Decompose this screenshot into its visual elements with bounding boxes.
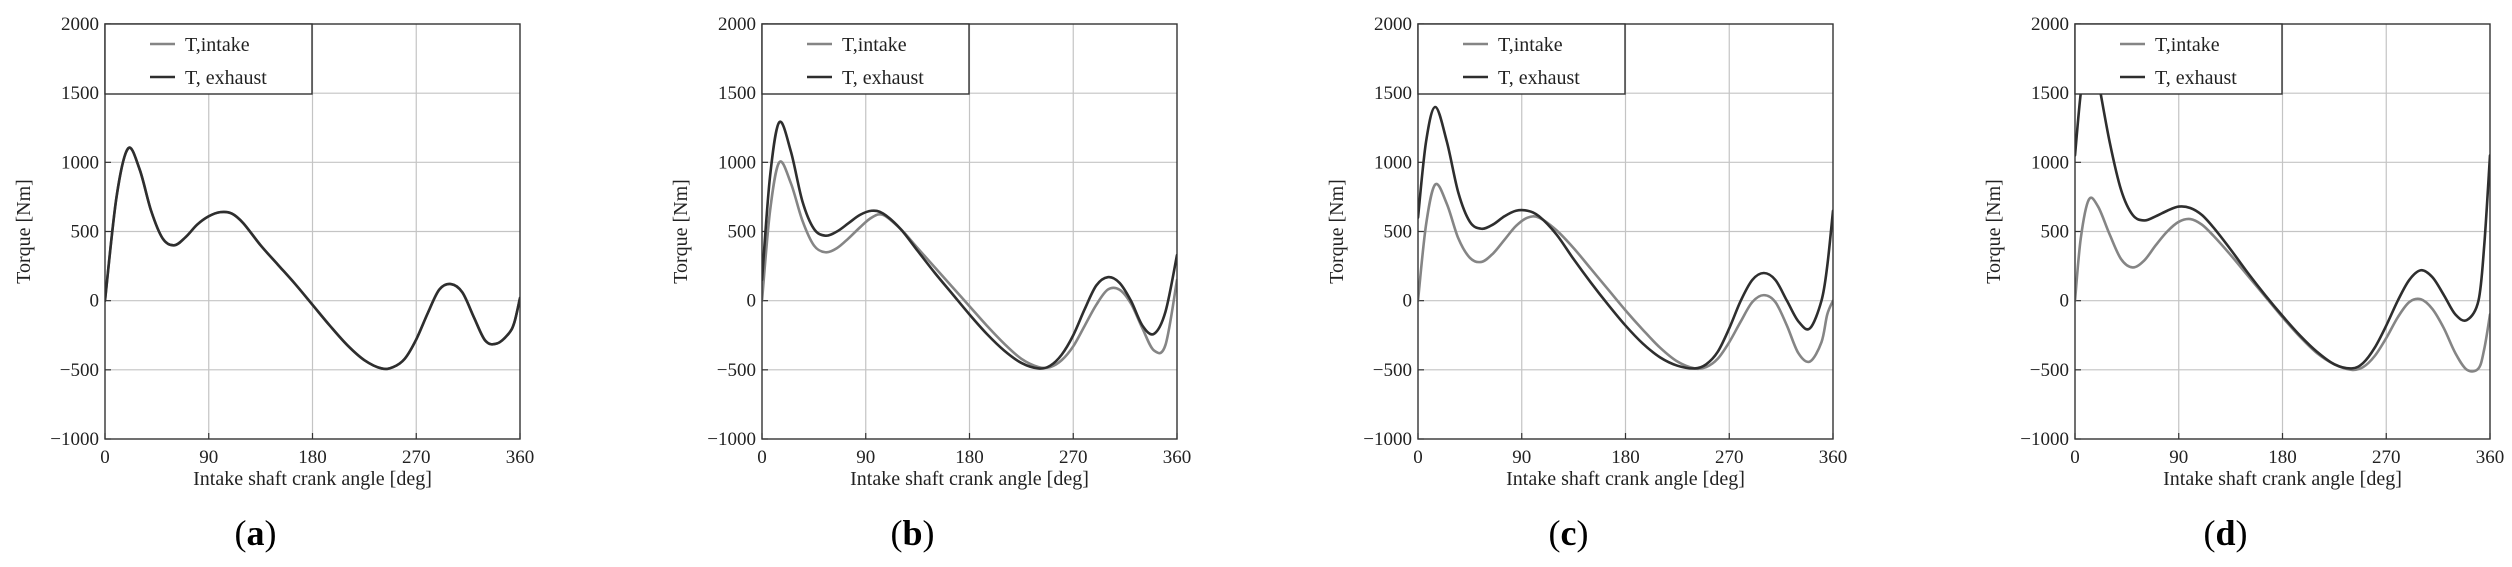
x-tick-label: 0 — [1413, 447, 1423, 468]
x-tick-label: 360 — [1819, 447, 1848, 468]
legend-label: T, exhaust — [2155, 67, 2237, 89]
series-group — [2075, 49, 2490, 373]
series-group — [762, 120, 1177, 370]
legend-box — [104, 23, 313, 95]
series-line-exhaust — [2075, 49, 2490, 370]
series-line-intake — [762, 160, 1177, 370]
x-tick-label: 90 — [199, 447, 218, 468]
y-tick-label: 2000 — [2031, 14, 2069, 35]
y-tick-label: 0 — [90, 291, 100, 312]
chart-panel-a: 0 90 180 270 360−1000−5000500100015002000T,i… — [13, 14, 534, 553]
series-group — [1418, 105, 1833, 371]
chart-panel-d: 0 90 180 270 360−1000−5000500100015002000T,i… — [1983, 14, 2504, 553]
y-tick-label: 1500 — [61, 83, 99, 104]
y-tick-label: 1500 — [718, 83, 756, 104]
y-tick-label: 1000 — [1374, 152, 1412, 173]
y-tick-label: 0 — [747, 291, 757, 312]
y-axis-label: Torque [Nm] — [1983, 179, 2005, 284]
series-line-exhaust — [762, 120, 1177, 370]
y-tick-label: 2000 — [61, 14, 99, 35]
legend: T,intake T, exhaust — [761, 23, 970, 95]
legend-label: T,intake — [185, 34, 250, 56]
x-tick-label: 270 — [2372, 447, 2401, 468]
x-tick-label: 180 — [2268, 447, 2297, 468]
x-tick-label: 90 — [2169, 447, 2188, 468]
y-tick-label: 1000 — [2031, 152, 2069, 173]
series-line-exhaust — [105, 146, 520, 371]
x-tick-label: 0 — [2070, 447, 2080, 468]
y-axis-label: Torque [Nm] — [670, 179, 692, 284]
x-tick-label: 0 — [100, 447, 110, 468]
legend-label: T,intake — [1498, 34, 1563, 56]
y-tick-label: 1000 — [61, 152, 99, 173]
x-tick-label: 90 — [856, 447, 875, 468]
y-tick-label: −500 — [2030, 360, 2069, 381]
series-line-exhaust — [1418, 105, 1833, 370]
y-tick-label: 2000 — [1374, 14, 1412, 35]
x-tick-label: 270 — [1715, 447, 1744, 468]
x-tick-label: 270 — [402, 447, 431, 468]
legend: T,intake T, exhaust — [104, 23, 313, 95]
x-tick-label: 360 — [1163, 447, 1192, 468]
panel-label: (b) — [890, 513, 934, 553]
chart-panel-b: 0 90 180 270 360−1000−5000500100015002000T,i… — [670, 14, 1191, 553]
y-tick-label: 1500 — [2031, 83, 2069, 104]
y-tick-label: −500 — [717, 360, 756, 381]
x-axis-label: Intake shaft crank angle [deg] — [1506, 468, 1745, 490]
legend-label: T, exhaust — [185, 67, 267, 89]
panel-label: (c) — [1549, 513, 1589, 553]
y-tick-label: 500 — [2041, 222, 2070, 243]
y-axis-label: Torque [Nm] — [13, 179, 35, 284]
legend: T,intake T, exhaust — [1417, 23, 1626, 95]
x-tick-label: 180 — [298, 447, 327, 468]
y-tick-label: 2000 — [718, 14, 756, 35]
panel-label: (d) — [2203, 513, 2247, 553]
y-tick-label: 500 — [728, 222, 757, 243]
y-tick-label: 0 — [1403, 291, 1413, 312]
legend-label: T, exhaust — [842, 67, 924, 89]
y-tick-label: −1000 — [2020, 429, 2069, 450]
legend-box — [2074, 23, 2283, 95]
x-tick-label: 180 — [955, 447, 984, 468]
y-tick-label: 1500 — [1374, 83, 1412, 104]
legend-box — [1417, 23, 1626, 95]
y-tick-label: −1000 — [50, 429, 99, 450]
x-tick-label: 180 — [1611, 447, 1640, 468]
legend-label: T,intake — [842, 34, 907, 56]
legend-label: T, exhaust — [1498, 67, 1580, 89]
legend-box — [761, 23, 970, 95]
y-axis-label: Torque [Nm] — [1326, 179, 1348, 284]
y-tick-label: −1000 — [707, 429, 756, 450]
x-axis-label: Intake shaft crank angle [deg] — [193, 468, 432, 490]
y-tick-label: 1000 — [718, 152, 756, 173]
legend-label: T,intake — [2155, 34, 2220, 56]
x-tick-label: 360 — [2476, 447, 2505, 468]
x-tick-label: 270 — [1059, 447, 1088, 468]
x-axis-label: Intake shaft crank angle [deg] — [850, 468, 1089, 490]
y-tick-label: −500 — [60, 360, 99, 381]
x-axis-label: Intake shaft crank angle [deg] — [2163, 468, 2402, 490]
x-tick-label: 90 — [1512, 447, 1531, 468]
x-tick-label: 360 — [506, 447, 535, 468]
y-tick-label: 500 — [1384, 222, 1413, 243]
series-group — [105, 146, 520, 371]
legend: T,intake T, exhaust — [2074, 23, 2283, 95]
y-tick-label: 0 — [2060, 291, 2070, 312]
y-tick-label: −500 — [1373, 360, 1412, 381]
y-tick-label: 500 — [71, 222, 100, 243]
series-line-intake — [1418, 182, 1833, 371]
panel-label: (a) — [235, 513, 277, 553]
x-tick-label: 0 — [757, 447, 767, 468]
chart-panel-c: 0 90 180 270 360−1000−5000500100015002000T,i… — [1326, 14, 1847, 553]
y-tick-label: −1000 — [1363, 429, 1412, 450]
